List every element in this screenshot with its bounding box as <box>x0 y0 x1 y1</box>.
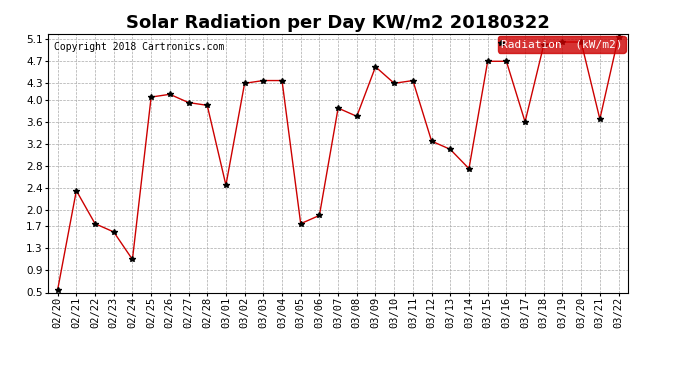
Legend: Radiation  (kW/m2): Radiation (kW/m2) <box>497 36 626 52</box>
Title: Solar Radiation per Day KW/m2 20180322: Solar Radiation per Day KW/m2 20180322 <box>126 14 550 32</box>
Text: Copyright 2018 Cartronics.com: Copyright 2018 Cartronics.com <box>54 42 224 51</box>
